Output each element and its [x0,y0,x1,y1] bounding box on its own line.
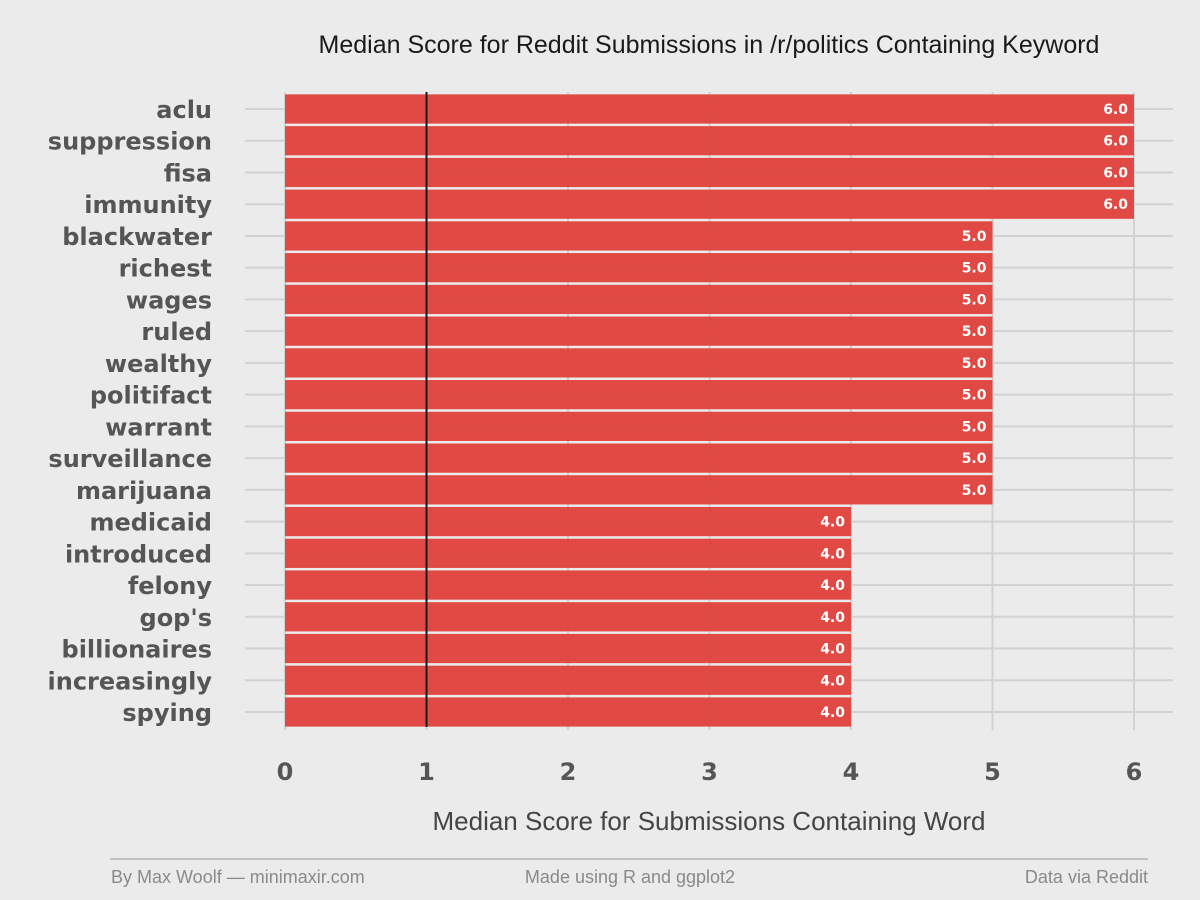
bar-value-label: 4.0 [820,578,845,594]
bar [285,538,851,568]
x-tick-label: 4 [843,758,860,786]
bar-value-label: 5.0 [962,292,987,308]
y-tick-label: politifact [90,382,212,410]
y-axis-tick-labels: aclu suppression fisa immunity blackwater ric… [48,96,213,727]
bar [285,189,1134,219]
bar-value-label: 5.0 [962,229,987,245]
bar [285,157,1134,188]
bar [285,633,851,664]
y-tick-label: immunity [84,191,212,219]
x-tick-label: 3 [701,758,718,786]
y-tick-label: richest [119,255,212,283]
y-tick-label: medicaid [89,509,212,537]
y-tick-label: felony [128,572,213,600]
bar-value-label: 5.0 [962,451,987,467]
bar-value-label: 6.0 [1103,165,1128,181]
bar-value-label: 5.0 [962,324,987,340]
bar-value-label: 5.0 [962,356,987,372]
bar [285,126,1134,156]
bar-value-label: 6.0 [1103,102,1128,118]
x-tick-label: 0 [277,758,294,786]
x-tick-label: 1 [418,758,435,786]
bar [285,253,993,283]
bar [285,697,851,727]
bar [285,602,851,632]
bar-value-label: 4.0 [820,546,845,562]
bar-value-label: 4.0 [820,673,845,689]
bar [285,316,993,346]
bar-value-labels: 6.0 6.0 6.0 6.0 5.0 5.0 5.0 5.0 5.0 5.0 5.0 5.0 5.0 4… [820,102,1128,721]
x-axis-label: Median Score for Submissions Containing … [432,806,985,836]
y-tick-label: wages [126,286,212,314]
x-tick-label: 6 [1126,758,1143,786]
y-tick-label: warrant [105,413,212,441]
bar [285,94,1134,124]
y-tick-label: suppression [48,128,212,156]
y-tick-label: ruled [141,318,212,346]
y-tick-label: wealthy [105,350,212,378]
y-tick-label: aclu [156,96,212,124]
bar [285,380,993,410]
bar [285,570,851,600]
bar-value-label: 4.0 [820,705,845,721]
bars [285,94,1134,727]
bar-value-label: 6.0 [1103,197,1128,213]
bar [285,221,993,251]
bar-value-label: 4.0 [820,610,845,626]
x-tick-label: 2 [560,758,577,786]
bar-value-label: 6.0 [1103,134,1128,150]
bar-value-label: 4.0 [820,515,845,531]
bar-value-label: 5.0 [962,388,987,404]
y-tick-label: fisa [164,159,212,187]
bar-value-label: 5.0 [962,261,987,277]
y-tick-label: introduced [65,540,212,568]
bar [285,665,851,695]
footer-tools: Made using R and ggplot2 [525,867,735,887]
y-tick-label: billionaires [62,636,212,664]
y-tick-label: increasingly [48,667,213,695]
bar [285,348,993,378]
x-tick-label: 5 [984,758,1001,786]
y-tick-label: surveillance [48,445,212,473]
footer-credit: By Max Woolf — minimaxir.com [111,867,365,887]
bar [285,506,851,537]
bar-value-label: 4.0 [820,642,845,658]
y-tick-label: spying [122,699,212,727]
bar-value-label: 5.0 [962,483,987,499]
y-tick-label: gop's [140,604,212,632]
bar [285,443,993,473]
footer-source: Data via Reddit [1025,867,1148,887]
chart-title: Median Score for Reddit Submissions in /… [319,31,1100,59]
y-tick-label: marijuana [76,477,212,505]
bar [285,411,993,441]
bar-value-label: 5.0 [962,419,987,435]
y-tick-label: blackwater [62,223,212,251]
x-axis-tick-labels: 0 1 2 3 4 5 6 [277,758,1143,786]
bar [285,475,993,505]
bar [285,284,993,315]
